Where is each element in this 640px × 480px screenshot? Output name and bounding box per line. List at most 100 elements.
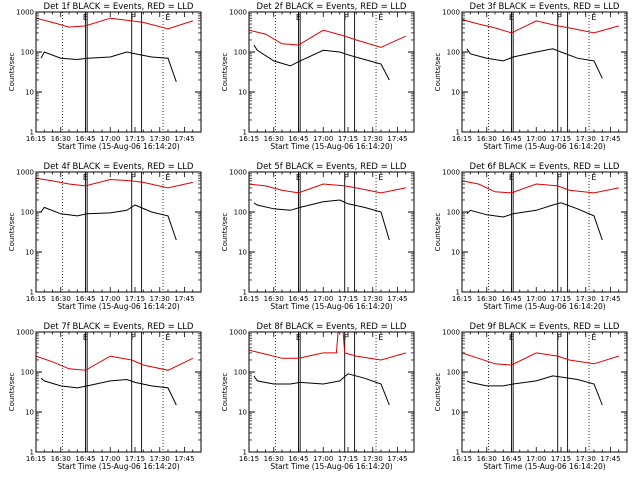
series-events-line xyxy=(466,202,603,241)
x-tick-label: 16:30 xyxy=(477,295,497,303)
series-lld-line xyxy=(461,352,619,366)
y-tick-label: 1000 xyxy=(442,329,460,337)
interval-marker-label: F xyxy=(557,333,562,342)
x-tick-label: 17:00 xyxy=(313,295,333,303)
x-tick-label: 17:45 xyxy=(600,135,620,143)
x-axis-label: Start Time (15-Aug-06 16:14:20) xyxy=(57,302,179,311)
y-tick-label: 10 xyxy=(238,409,247,417)
x-tick-label: 17:15 xyxy=(125,295,145,303)
x-axis-label: Start Time (15-Aug-06 16:14:20) xyxy=(270,142,392,151)
x-tick-label: 17:30 xyxy=(576,295,596,303)
panel-title: Det 6f BLACK = Events, RED = LLD xyxy=(470,162,620,172)
y-tick-label: 1 xyxy=(30,129,34,137)
x-tick-label: 16:30 xyxy=(477,135,497,143)
series-events-line xyxy=(40,51,177,82)
interval-marker-label: E xyxy=(83,333,88,342)
y-tick-label: 1 xyxy=(243,129,247,137)
panel-title: Det 5f BLACK = Events, RED = LLD xyxy=(257,162,407,172)
interval-marker-label: E xyxy=(591,13,596,22)
y-tick-label: 1 xyxy=(30,449,34,457)
y-tick-label: 10 xyxy=(238,89,247,97)
x-tick-label: 17:45 xyxy=(387,295,407,303)
x-tick-label: 16:45 xyxy=(288,455,308,463)
x-tick-label: 17:45 xyxy=(387,135,407,143)
panel-title: Det 9f BLACK = Events, RED = LLD xyxy=(470,322,620,332)
plot-frame xyxy=(35,171,202,293)
x-tick-label: 16:30 xyxy=(51,295,71,303)
interval-marker-label: E xyxy=(83,173,88,182)
series-events-line xyxy=(40,377,177,406)
interval-marker-label: E xyxy=(591,173,596,182)
x-tick-label: 17:30 xyxy=(576,455,596,463)
x-tick-label: 16:45 xyxy=(501,455,521,463)
x-tick-label: 17:30 xyxy=(363,455,383,463)
y-axis-label: Counts/sec xyxy=(8,213,16,252)
y-tick-label: 1000 xyxy=(16,329,34,337)
x-axis-label: Start Time (15-Aug-06 16:14:20) xyxy=(483,302,605,311)
x-tick-label: 16:15 xyxy=(26,135,46,143)
panel-title: Det 7f BLACK = Events, RED = LLD xyxy=(44,322,194,332)
series-events-line xyxy=(466,375,603,406)
x-axis-label: Start Time (15-Aug-06 16:14:20) xyxy=(57,142,179,151)
y-tick-label: 100 xyxy=(447,49,460,57)
x-axis-label: Start Time (15-Aug-06 16:14:20) xyxy=(483,462,605,471)
x-tick-label: 16:45 xyxy=(75,135,95,143)
y-tick-label: 1 xyxy=(456,449,460,457)
series-lld-line xyxy=(248,183,406,194)
y-tick-label: 1000 xyxy=(229,9,247,17)
series-events-line xyxy=(253,373,390,406)
x-tick-label: 17:00 xyxy=(100,295,120,303)
x-tick-label: 17:15 xyxy=(338,135,358,143)
y-tick-label: 100 xyxy=(234,369,247,377)
x-tick-label: 16:30 xyxy=(51,135,71,143)
x-tick-label: 16:45 xyxy=(288,295,308,303)
interval-marker-label: E xyxy=(591,333,596,342)
x-tick-label: 17:30 xyxy=(150,455,170,463)
y-tick-label: 10 xyxy=(451,409,460,417)
interval-marker-label: E xyxy=(509,13,514,22)
y-tick-label: 100 xyxy=(21,369,34,377)
y-tick-label: 100 xyxy=(447,369,460,377)
y-tick-label: 100 xyxy=(21,209,34,217)
y-tick-label: 1 xyxy=(243,449,247,457)
panel-title: Det 1f BLACK = Events, RED = LLD xyxy=(44,2,194,12)
x-tick-label: 17:30 xyxy=(150,135,170,143)
series-lld-line xyxy=(35,177,193,189)
interval-marker-label: F xyxy=(131,333,136,342)
x-tick-label: 17:45 xyxy=(600,295,620,303)
interval-marker-label: F xyxy=(344,13,349,22)
x-tick-label: 17:45 xyxy=(174,135,194,143)
x-tick-label: 17:15 xyxy=(338,295,358,303)
x-tick-label: 16:15 xyxy=(452,295,472,303)
x-tick-label: 16:15 xyxy=(239,295,259,303)
interval-marker-label: E xyxy=(165,13,170,22)
y-tick-label: 10 xyxy=(451,249,460,257)
series-events-line xyxy=(253,199,390,241)
x-tick-label: 17:30 xyxy=(576,135,596,143)
x-tick-label: 17:15 xyxy=(125,135,145,143)
x-tick-label: 17:15 xyxy=(551,295,571,303)
y-axis-label: Counts/sec xyxy=(434,213,442,252)
y-axis-label: Counts/sec xyxy=(434,53,442,92)
x-tick-label: 17:00 xyxy=(313,135,333,143)
x-tick-label: 17:45 xyxy=(600,455,620,463)
x-tick-label: 17:00 xyxy=(313,455,333,463)
x-tick-label: 17:00 xyxy=(526,455,546,463)
x-tick-label: 16:15 xyxy=(26,295,46,303)
y-axis-label: Counts/sec xyxy=(8,373,16,412)
plot-frame xyxy=(461,171,628,293)
y-axis-label: Counts/sec xyxy=(221,53,229,92)
y-axis-label: Counts/sec xyxy=(221,373,229,412)
y-tick-label: 10 xyxy=(25,89,34,97)
plot-frame xyxy=(248,171,415,293)
x-tick-label: 17:30 xyxy=(150,295,170,303)
y-tick-label: 100 xyxy=(21,49,34,57)
plot-frame xyxy=(461,11,628,133)
x-tick-label: 16:45 xyxy=(288,135,308,143)
plot-frame xyxy=(248,331,415,453)
x-tick-label: 16:15 xyxy=(239,455,259,463)
